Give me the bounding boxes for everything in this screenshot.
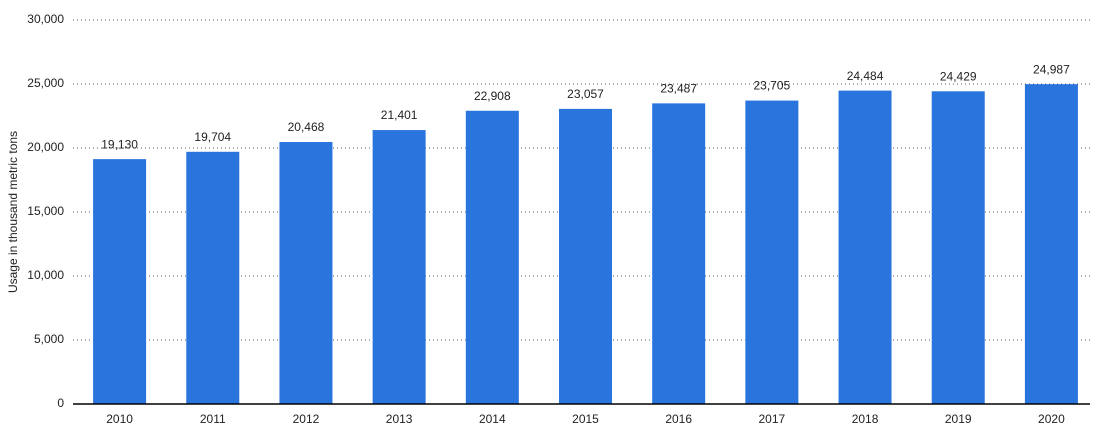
bar bbox=[279, 142, 333, 405]
x-tick-label: 2019 bbox=[945, 412, 972, 426]
bar bbox=[372, 130, 426, 404]
value-label: 24,484 bbox=[847, 69, 884, 83]
value-label: 24,987 bbox=[1033, 62, 1070, 76]
value-label: 21,401 bbox=[381, 108, 418, 122]
value-label: 24,429 bbox=[940, 69, 977, 83]
bar bbox=[559, 108, 612, 405]
value-label: 22,908 bbox=[474, 89, 511, 103]
x-tick-label: 2018 bbox=[852, 412, 879, 426]
bar bbox=[186, 151, 240, 404]
y-tick-label: 5,000 bbox=[34, 332, 64, 346]
value-label: 19,704 bbox=[194, 130, 231, 144]
bar bbox=[465, 110, 519, 405]
x-tick-label: 2020 bbox=[1038, 412, 1065, 426]
y-tick-label: 25,000 bbox=[27, 76, 64, 90]
x-tick-label: 2015 bbox=[572, 412, 599, 426]
y-axis-label: Usage in thousand metric tons bbox=[6, 131, 20, 293]
value-label: 19,130 bbox=[101, 137, 138, 151]
y-tick-label: 30,000 bbox=[27, 12, 64, 26]
bar bbox=[1024, 84, 1078, 405]
bar bbox=[93, 159, 147, 404]
x-tick-label: 2011 bbox=[200, 412, 226, 426]
y-tick-label: 0 bbox=[57, 396, 64, 410]
x-tick-label: 2016 bbox=[665, 412, 692, 426]
value-label: 23,705 bbox=[754, 79, 791, 93]
bar bbox=[652, 103, 706, 405]
x-tick-label: 2013 bbox=[386, 412, 413, 426]
x-tick-label: 2010 bbox=[106, 412, 133, 426]
bar bbox=[931, 91, 985, 404]
y-tick-label: 10,000 bbox=[27, 268, 64, 282]
bar bbox=[745, 100, 799, 405]
x-tick-label: 2014 bbox=[479, 412, 506, 426]
y-tick-label: 20,000 bbox=[27, 140, 64, 154]
value-label: 23,487 bbox=[660, 82, 697, 96]
x-tick-label: 2012 bbox=[293, 412, 320, 426]
value-label: 20,468 bbox=[288, 120, 325, 134]
value-label: 23,057 bbox=[567, 87, 604, 101]
x-tick-label: 2017 bbox=[759, 412, 786, 426]
y-tick-label: 15,000 bbox=[27, 204, 64, 218]
bar bbox=[838, 90, 892, 404]
